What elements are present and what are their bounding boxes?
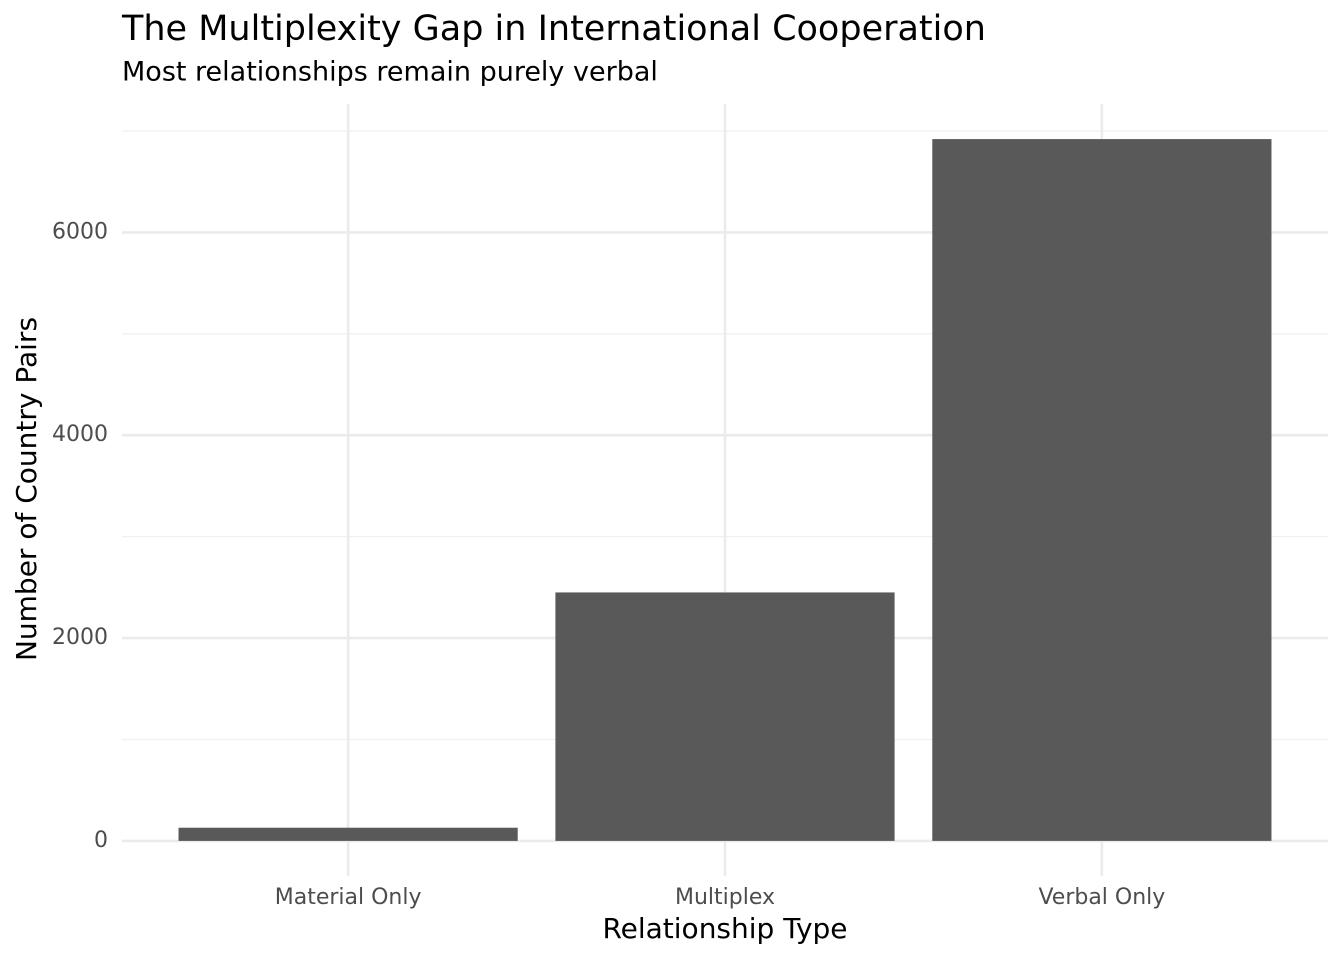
- y-tick-label: 4000: [52, 422, 108, 447]
- x-tick-label: Material Only: [275, 885, 422, 910]
- y-tick-label: 0: [94, 828, 108, 853]
- bar: [932, 139, 1272, 841]
- x-tick-label: Multiplex: [675, 885, 775, 910]
- bar: [178, 827, 518, 841]
- y-tick-label: 6000: [52, 219, 108, 244]
- chart-title: The Multiplexity Gap in International Co…: [121, 9, 986, 49]
- marks: [178, 139, 1272, 841]
- y-axis-title: Number of Country Pairs: [10, 317, 43, 661]
- bar: [555, 592, 895, 841]
- x-axis-title: Relationship Type: [602, 912, 847, 945]
- x-tick-label: Verbal Only: [1038, 885, 1165, 910]
- y-tick-label: 2000: [52, 625, 108, 650]
- chart-subtitle: Most relationships remain purely verbal: [122, 57, 658, 88]
